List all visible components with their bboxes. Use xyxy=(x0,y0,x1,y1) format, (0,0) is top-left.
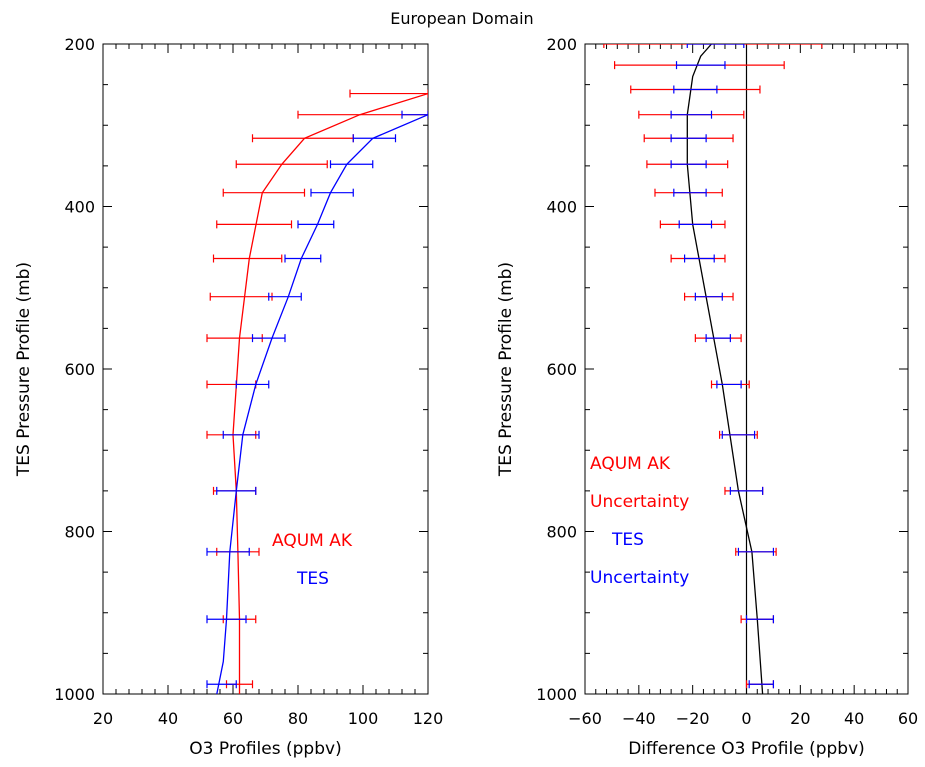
x-tick-label: 60 xyxy=(223,709,243,728)
legend-aqum-uncertainty: Uncertainty xyxy=(590,492,689,512)
figure-title: European Domain xyxy=(390,9,533,28)
data-layer xyxy=(603,44,823,694)
x-tick-label: 100 xyxy=(348,709,379,728)
y-tick-label: 1000 xyxy=(536,685,577,704)
aqum-ak-profile-line xyxy=(232,92,428,694)
x-tick-label: 20 xyxy=(790,709,810,728)
legend-tes: TES xyxy=(296,569,329,589)
x-tick-label: 40 xyxy=(844,709,864,728)
x-tick-label: 0 xyxy=(741,709,751,728)
x-axis-title: O3 Profiles (ppbv) xyxy=(189,739,341,759)
y-tick-label: 1000 xyxy=(54,685,95,704)
x-tick-label: 40 xyxy=(158,709,178,728)
right-panel-difference-profile: −60 −40 −20 0 20 40 60 200 400 600 800 1000 Differen… xyxy=(496,35,918,759)
tes-profile-line xyxy=(216,114,428,694)
legend-aqum-ak-right: AQUM AK xyxy=(590,454,671,474)
y-axis-title: TES Pressure Profile (mb) xyxy=(496,262,516,477)
legend-tes-right: TES xyxy=(611,530,644,550)
x-tick-label: −60 xyxy=(568,709,602,728)
plot-frame xyxy=(102,43,429,695)
x-tick-label: 80 xyxy=(288,709,308,728)
x-axis-title: Difference O3 Profile (ppbv) xyxy=(628,739,865,759)
y-tick-label: 600 xyxy=(64,360,95,379)
legend-aqum-ak: AQUM AK xyxy=(272,531,353,551)
legend-tes-uncertainty: Uncertainty xyxy=(590,568,689,588)
y-tick-label: 400 xyxy=(546,198,577,217)
x-tick-label: −40 xyxy=(622,709,656,728)
y-axis-title: TES Pressure Profile (mb) xyxy=(14,262,34,477)
y-tick-label: 200 xyxy=(64,35,95,54)
left-panel-ozone-profiles: 20 40 60 80 100 120 200 400 600 800 1000 O3 Profile… xyxy=(14,35,443,759)
x-tick-label: 60 xyxy=(898,709,918,728)
x-tick-label: 120 xyxy=(413,709,444,728)
y-tick-label: 800 xyxy=(64,523,95,542)
x-tick-label: 20 xyxy=(93,709,113,728)
y-tick-label: 600 xyxy=(546,360,577,379)
y-tick-label: 800 xyxy=(546,523,577,542)
difference-profile-line xyxy=(686,44,764,694)
y-tick-label: 200 xyxy=(546,35,577,54)
y-tick-label: 400 xyxy=(64,198,95,217)
data-layer xyxy=(206,89,428,694)
x-tick-label: −20 xyxy=(676,709,710,728)
